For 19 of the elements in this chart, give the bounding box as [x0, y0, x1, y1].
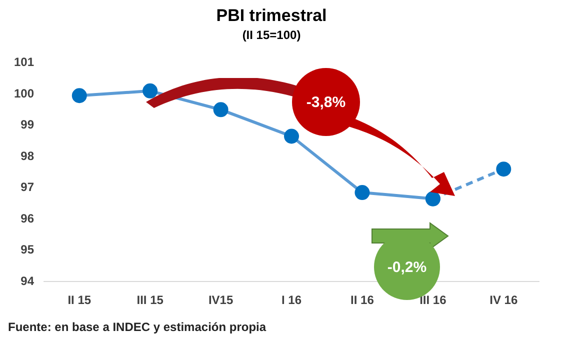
- y-tick-label: 98: [20, 148, 34, 163]
- y-tick-label: 95: [20, 242, 34, 257]
- x-tick-label: II 16: [350, 293, 374, 308]
- circle-badge: -3,8%: [292, 68, 360, 136]
- x-tick-label: IV 16: [490, 293, 518, 308]
- y-tick-label: 100: [14, 86, 34, 100]
- x-tick-label: III 15: [136, 293, 164, 308]
- chart-subtitle: (II 15=100): [242, 28, 301, 42]
- y-tick-label: 97: [20, 180, 34, 194]
- y-tick-label: 94: [20, 274, 34, 288]
- x-tick-label: II 15: [68, 293, 92, 308]
- y-tick-label: 96: [20, 211, 34, 226]
- source-note: Fuente: en base a INDEC y estimación propia: [8, 320, 266, 334]
- x-tick-label: I 16: [282, 293, 302, 308]
- y-tick-label: 101: [14, 55, 34, 70]
- chart-title: PBI trimestral: [216, 6, 327, 25]
- y-tick-label: 99: [20, 118, 34, 132]
- x-tick-label: III 16: [420, 293, 447, 308]
- x-tick-label: IV15: [208, 293, 234, 308]
